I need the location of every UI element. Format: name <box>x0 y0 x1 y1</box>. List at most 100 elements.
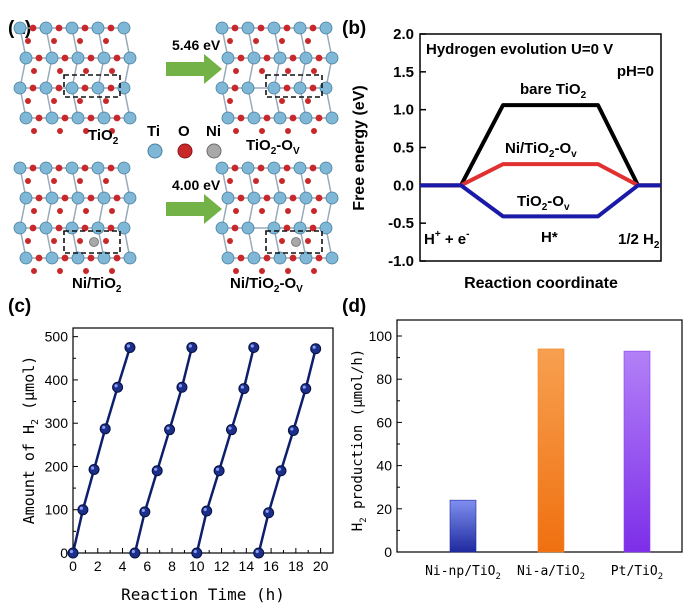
oxygen-atom <box>289 194 297 202</box>
titanium-atom <box>293 81 307 95</box>
oxygen-atom <box>279 178 285 184</box>
data-point-highlight <box>131 549 136 554</box>
titanium-atom <box>267 81 281 95</box>
oxygen-atom <box>29 224 37 232</box>
oxygen-atom <box>103 98 109 104</box>
oxygen-atom <box>253 38 259 44</box>
y-tick-label-b: -0.5 <box>388 215 414 232</box>
oxygen-atom <box>25 238 31 244</box>
titanium-atom <box>19 251 33 265</box>
titanium-atom <box>299 251 313 265</box>
legend-o-atom <box>177 143 193 159</box>
oxygen-atom <box>113 114 121 122</box>
titanium-atom <box>267 221 281 235</box>
category-label: Ni-a/TiO2 <box>517 564 585 582</box>
data-point <box>253 547 265 559</box>
titanium-atom <box>45 191 59 205</box>
titanium-atom <box>293 161 307 175</box>
y-tick-label-d: 80 <box>376 371 392 387</box>
titanium-atom <box>91 81 105 95</box>
category-label: Pt/TiO2 <box>611 564 663 582</box>
data-point <box>186 341 198 353</box>
y-ticks-b: 2.0 1.5 1.0 0.5 0.0 -0.5 -1.0 <box>388 26 426 270</box>
titanium-atom <box>273 251 287 265</box>
titanium-atom <box>319 161 333 175</box>
oxygen-atom <box>113 54 121 62</box>
nickel-atom <box>89 237 99 247</box>
titanium-atom <box>91 21 105 35</box>
titanium-atom <box>71 111 85 125</box>
panel-b-label: (b) <box>342 18 366 39</box>
y-tick-label-c: 0 <box>60 545 68 561</box>
data-point-highlight <box>188 344 192 348</box>
titanium-atom <box>45 251 59 265</box>
oxygen-atom <box>55 24 63 32</box>
oxygen-atom <box>83 68 89 74</box>
oxygen-atom <box>103 238 109 244</box>
oxygen-atom <box>231 224 239 232</box>
oxygen-atom <box>57 68 63 74</box>
titanium-atom <box>221 251 235 265</box>
oxygen-atom <box>109 68 115 74</box>
data-point-highlight <box>166 426 170 430</box>
ticks-d: 0 20 40 60 80 100 Ni-np/TiO2 Ni-a/TiO2 Pt/TiO2 <box>369 328 664 582</box>
data-point <box>151 465 163 477</box>
oxygen-atom <box>309 84 317 92</box>
oxygen-atom <box>81 24 89 32</box>
data-point <box>67 547 79 559</box>
oxygen-atom <box>83 268 89 274</box>
titanium-atom <box>13 21 27 35</box>
panel-c-label: (c) <box>8 296 31 317</box>
x-tick-label-c: 2 <box>94 558 102 574</box>
y-tick-label-c: 300 <box>45 415 69 431</box>
oxygen-atom <box>237 254 245 262</box>
oxygen-atom <box>283 24 291 32</box>
data-point-highlight <box>154 467 158 471</box>
oxygen-atom <box>25 178 31 184</box>
data-point-highlight <box>114 384 118 388</box>
data-point-highlight <box>178 384 183 388</box>
cycle-line <box>71 347 132 554</box>
oxygen-atom <box>81 224 89 232</box>
oxygen-atom <box>283 224 291 232</box>
titanium-atom <box>123 191 137 205</box>
oxygen-atom <box>31 268 37 274</box>
titanium-atom <box>39 161 53 175</box>
data-point <box>77 504 89 516</box>
oxygen-atom <box>107 84 115 92</box>
data-point <box>225 424 237 436</box>
legend-o-label: O <box>178 123 190 140</box>
titanium-atom <box>325 111 339 125</box>
titanium-atom <box>273 191 287 205</box>
data-point-highlight <box>312 345 316 349</box>
titanium-atom <box>273 111 287 125</box>
label-tio2: TiO2 <box>88 127 119 147</box>
data-point <box>112 381 124 393</box>
titanium-atom <box>45 111 59 125</box>
oxygen-atom <box>259 68 265 74</box>
titanium-atom <box>221 191 235 205</box>
titanium-atom <box>91 221 105 235</box>
oxygen-atom <box>77 238 83 244</box>
data-point-highlight <box>141 508 145 512</box>
oxygen-atom <box>289 254 297 262</box>
nickel-atom <box>291 237 301 247</box>
oxygen-atom <box>237 54 245 62</box>
data-point <box>88 463 100 475</box>
oxygen-atom <box>103 38 109 44</box>
data-point-highlight <box>265 509 269 513</box>
data-point-highlight <box>102 425 106 429</box>
oxygen-atom <box>31 208 37 214</box>
bar <box>623 350 651 553</box>
crystal-structure <box>13 21 137 134</box>
y-tick-label-c: 400 <box>45 372 69 388</box>
oxygen-atom <box>35 114 43 122</box>
defect-box <box>265 230 323 254</box>
crystal-structure <box>215 161 339 274</box>
oxygen-atom <box>231 24 239 32</box>
oxygen-atom <box>103 178 109 184</box>
x-tick-label-c: 10 <box>189 558 205 574</box>
oxygen-atom <box>279 238 285 244</box>
legend-ni-label: Ni <box>206 123 221 140</box>
y-tick-label-b: -1.0 <box>388 253 414 270</box>
